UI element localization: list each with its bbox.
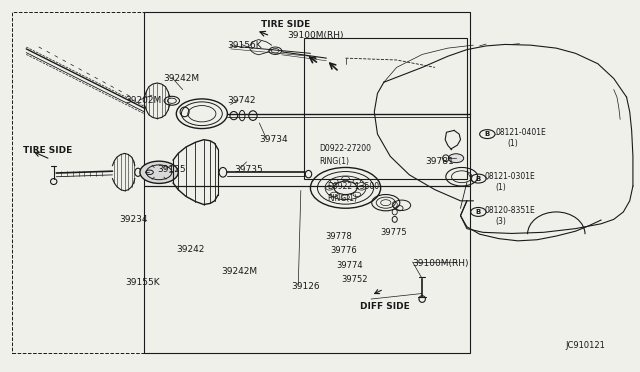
Text: 39778: 39778 (326, 231, 353, 241)
Circle shape (449, 154, 464, 163)
Text: 39125: 39125 (157, 165, 186, 174)
Text: JC910121: JC910121 (566, 341, 605, 350)
Text: 39734: 39734 (259, 135, 288, 144)
Text: TIRE SIDE: TIRE SIDE (23, 146, 72, 155)
Text: B: B (484, 131, 490, 137)
Text: 39774: 39774 (336, 261, 363, 270)
Text: 39735: 39735 (234, 165, 262, 174)
Text: 08120-8351E: 08120-8351E (484, 206, 535, 215)
Text: 39742: 39742 (227, 96, 256, 105)
Bar (304, 38, 467, 179)
Text: 39242: 39242 (176, 244, 205, 253)
Text: RING(1): RING(1) (319, 157, 349, 166)
Text: 39100M(RH): 39100M(RH) (287, 31, 343, 41)
Text: D0922-27200: D0922-27200 (319, 144, 371, 153)
Text: 39242M: 39242M (164, 74, 200, 83)
Text: (1): (1) (507, 139, 518, 148)
Text: 08121-0401E: 08121-0401E (495, 128, 547, 137)
Text: 39155K: 39155K (125, 278, 160, 287)
Text: TIRE SIDE: TIRE SIDE (261, 20, 310, 29)
Circle shape (140, 161, 178, 183)
Text: 39156K: 39156K (227, 41, 262, 50)
Bar (145, 12, 470, 186)
Text: 39242M: 39242M (221, 267, 257, 276)
Text: 39100M(RH): 39100M(RH) (413, 259, 469, 268)
Text: D0922-13500: D0922-13500 (327, 182, 379, 190)
Text: RING(1): RING(1) (327, 195, 357, 203)
Text: 39126: 39126 (291, 282, 320, 291)
Text: B: B (476, 209, 481, 215)
Text: 39752: 39752 (342, 275, 368, 284)
Text: 39775: 39775 (381, 228, 407, 237)
Bar (12, 12, 470, 353)
Text: (1): (1) (495, 183, 506, 192)
Text: B: B (476, 176, 481, 182)
Text: (3): (3) (495, 217, 506, 226)
Text: 39781: 39781 (426, 157, 454, 166)
Bar (145, 186, 470, 353)
Text: 39202M: 39202M (125, 96, 161, 105)
Text: 39776: 39776 (330, 246, 357, 255)
Text: 39234: 39234 (119, 215, 147, 224)
Text: 08121-0301E: 08121-0301E (484, 172, 535, 181)
Text: DIFF SIDE: DIFF SIDE (360, 302, 410, 311)
